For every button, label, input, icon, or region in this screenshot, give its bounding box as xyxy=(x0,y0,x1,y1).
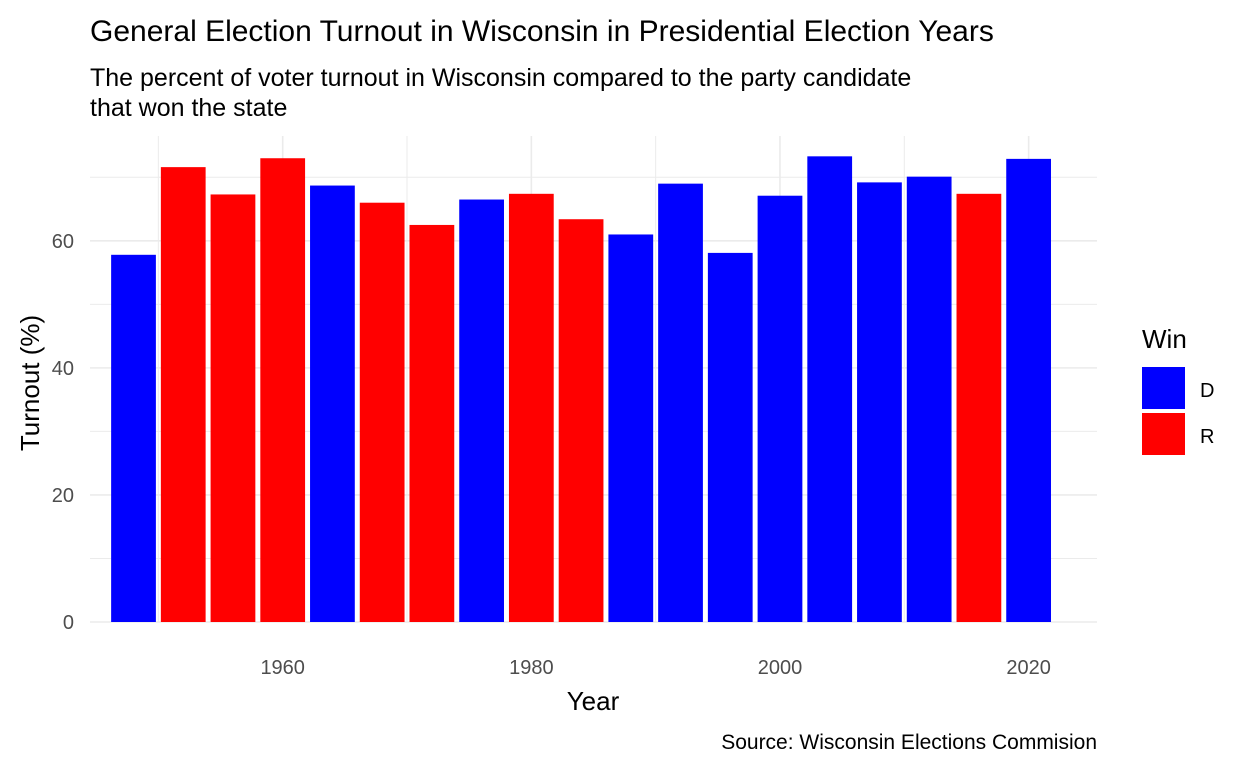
chart-subtitle-line-2: that won the state xyxy=(90,94,287,122)
x-tick-label-2020: 2020 xyxy=(1006,657,1051,679)
y-axis-ticks: 0 20 40 60 xyxy=(52,231,74,634)
legend: Win D R xyxy=(1142,324,1214,455)
x-tick-label-1960: 1960 xyxy=(260,657,305,679)
bar-2008 xyxy=(857,182,902,622)
x-axis-title: Year xyxy=(567,686,620,716)
bar-2016 xyxy=(956,193,1002,622)
bar-1964 xyxy=(310,185,355,622)
bar-1968 xyxy=(359,202,405,623)
bar-1956 xyxy=(210,194,256,622)
legend-key-r xyxy=(1142,413,1185,455)
y-tick-label-60: 60 xyxy=(52,231,74,253)
legend-label-d: D xyxy=(1200,380,1214,402)
bar-1992 xyxy=(658,183,703,622)
bar-1952 xyxy=(160,167,206,623)
x-axis-ticks: 1960 1980 2000 2020 xyxy=(260,657,1050,679)
legend-title: Win xyxy=(1142,324,1187,354)
y-tick-label-20: 20 xyxy=(52,485,74,507)
bar-1980 xyxy=(508,193,554,622)
bar-1960 xyxy=(260,158,306,622)
bar-2004 xyxy=(807,156,853,622)
bar-1988 xyxy=(608,234,654,622)
x-tick-label-1980: 1980 xyxy=(509,657,554,679)
legend-label-r: R xyxy=(1200,426,1214,448)
y-tick-label-40: 40 xyxy=(52,358,74,380)
bar-1948 xyxy=(111,254,156,623)
y-axis-title: Turnout (%) xyxy=(15,315,45,451)
bar-2012 xyxy=(906,176,952,623)
bar-1996 xyxy=(707,252,753,623)
bar-1976 xyxy=(459,199,504,622)
bar-1972 xyxy=(409,224,455,623)
bar-2020 xyxy=(1006,158,1052,622)
bar-2000 xyxy=(757,195,803,622)
bars xyxy=(111,156,1052,623)
chart-title: General Election Turnout in Wisconsin in… xyxy=(90,15,994,48)
chart-subtitle-line-1: The percent of voter turnout in Wisconsi… xyxy=(90,64,911,92)
bar-1984 xyxy=(558,219,604,623)
x-tick-label-2000: 2000 xyxy=(758,657,803,679)
chart-caption: Source: Wisconsin Elections Commision xyxy=(721,731,1097,754)
legend-key-d xyxy=(1142,367,1185,409)
y-tick-label-0: 0 xyxy=(63,612,74,634)
